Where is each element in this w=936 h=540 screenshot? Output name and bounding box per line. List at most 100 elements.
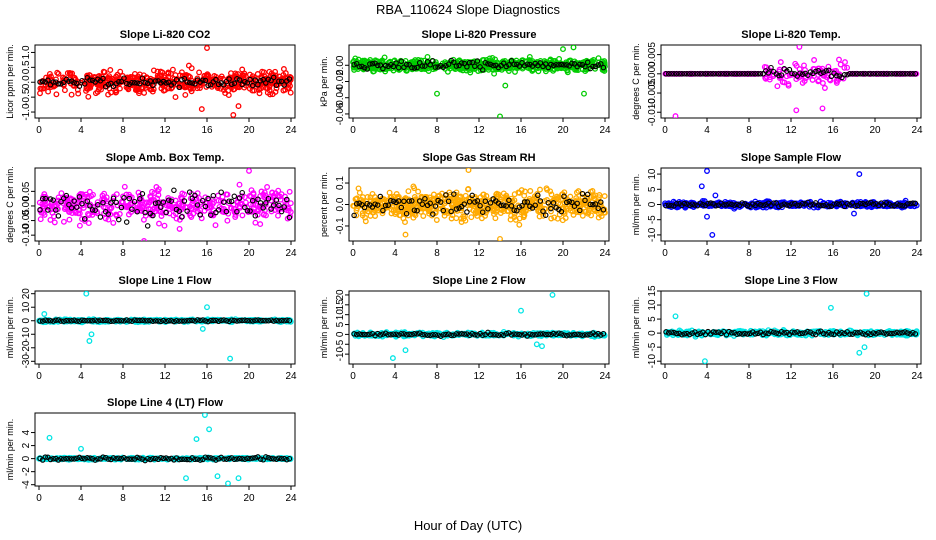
mean-point	[150, 82, 156, 89]
data-point	[118, 199, 125, 205]
mean-point	[558, 61, 565, 68]
mean-point	[268, 317, 274, 323]
mean-point	[506, 197, 512, 204]
x-tick-label: 8	[120, 125, 126, 136]
x-tick-label: 12	[785, 248, 797, 259]
mean-point	[786, 66, 793, 73]
data-point	[526, 53, 533, 60]
mean-point	[226, 198, 232, 204]
mean-point	[474, 58, 481, 64]
x-tick-label: 0	[662, 371, 668, 382]
mean-point	[398, 58, 405, 65]
mean-point	[472, 332, 478, 338]
data-point	[280, 66, 287, 72]
data-point	[556, 55, 563, 62]
mean-point	[770, 200, 777, 206]
mean-point	[221, 199, 227, 205]
mean-point	[47, 317, 54, 324]
mean-point	[577, 61, 583, 68]
mean-point	[87, 317, 93, 324]
mean-point	[239, 317, 245, 324]
mean-point	[854, 71, 861, 77]
mean-point	[202, 318, 209, 324]
data-point	[85, 93, 92, 100]
mean-point	[582, 332, 588, 338]
mean-point	[160, 317, 167, 324]
x-tick-label: 0	[350, 371, 356, 382]
data-point	[178, 194, 184, 201]
data-point	[537, 186, 543, 193]
mean-point	[202, 77, 209, 84]
y-tick-label: -0.05	[21, 209, 32, 232]
mean-point	[571, 203, 578, 209]
data-point	[242, 199, 249, 206]
mean-point	[718, 71, 724, 77]
mean-point	[561, 193, 567, 200]
mean-point	[181, 198, 188, 204]
mean-point	[907, 200, 913, 207]
data-point	[774, 83, 781, 90]
mean-point	[76, 194, 83, 200]
data-point	[284, 207, 290, 214]
mean-point	[100, 317, 106, 324]
mean-point	[734, 71, 740, 77]
x-tick-label: 20	[243, 248, 255, 259]
mean-point	[713, 71, 719, 77]
mean-point	[755, 200, 761, 207]
mean-point	[71, 198, 77, 204]
x-tick-label: 4	[704, 371, 710, 382]
mean-point	[673, 201, 680, 207]
mean-point	[679, 71, 685, 77]
data-point	[483, 193, 490, 199]
data-point	[551, 214, 558, 221]
chart-panel-4: Slope Amb. Box Temp.0 4 8 12 16 20 24-0.10-0.0…	[5, 152, 297, 259]
data-point	[442, 195, 449, 202]
mean-point	[742, 71, 748, 77]
data-point	[86, 188, 93, 195]
data-point	[36, 199, 43, 206]
plot-frame	[34, 290, 296, 365]
mean-point	[411, 331, 418, 337]
mean-point	[584, 332, 591, 338]
data-point	[176, 225, 183, 232]
mean-point	[55, 317, 62, 323]
y-axis-label: kPa per min.	[319, 56, 329, 107]
data-point	[244, 204, 251, 211]
mean-point	[284, 196, 290, 203]
mean-point	[432, 64, 439, 70]
y-tick-label: -0.04	[335, 86, 346, 109]
x-tick-label: 24	[599, 371, 611, 382]
mean-point	[60, 318, 67, 324]
data-point	[842, 59, 848, 66]
x-tick-label: 12	[473, 125, 485, 136]
data-point	[369, 190, 376, 197]
mean-point	[118, 78, 125, 85]
mean-point	[39, 78, 46, 85]
mean-point	[68, 205, 75, 211]
mean-point	[545, 331, 552, 338]
mean-point	[286, 76, 293, 82]
data-point	[777, 59, 784, 66]
data-point	[267, 91, 274, 98]
data-point	[149, 88, 156, 95]
data-point	[113, 191, 120, 198]
mean-point	[108, 200, 114, 206]
mean-point	[385, 331, 391, 338]
outlier-point	[389, 355, 396, 362]
mean-point	[223, 208, 230, 215]
mean-point	[84, 317, 91, 324]
mean-point	[665, 71, 672, 77]
mean-point	[390, 331, 397, 337]
data-point	[801, 62, 807, 69]
mean-point	[176, 84, 182, 91]
mean-point	[92, 317, 98, 323]
data-point	[76, 222, 83, 229]
data-point	[457, 194, 464, 201]
mean-point	[55, 213, 62, 219]
data-point	[155, 192, 162, 198]
data-point	[257, 221, 264, 228]
mean-point	[95, 318, 101, 324]
mean-point	[592, 201, 599, 207]
mean-point	[508, 332, 515, 338]
mean-point	[768, 64, 774, 71]
